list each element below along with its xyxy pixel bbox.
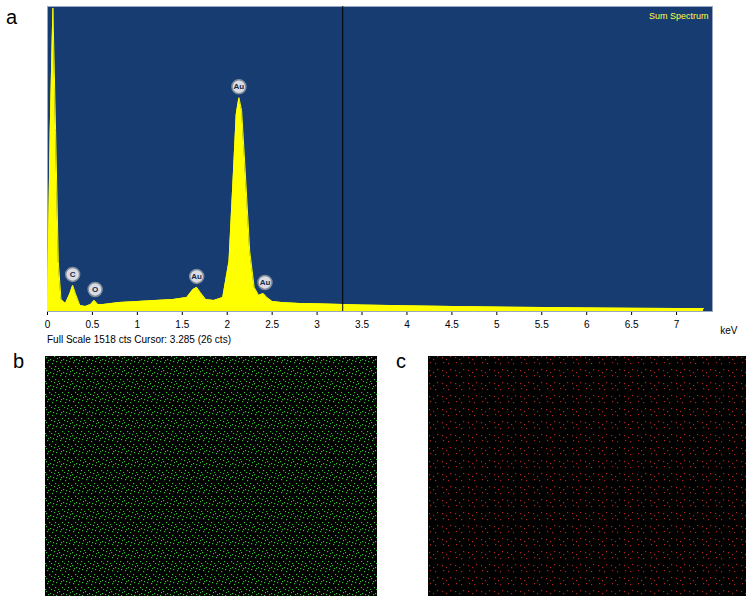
svg-text:1: 1: [135, 319, 141, 330]
html-text:a: a: [6, 6, 18, 28]
svg-text:C: C: [70, 270, 76, 279]
svg-text:3.5: 3.5: [355, 319, 369, 330]
svg-text:6: 6: [584, 319, 590, 330]
svg-text:6.5: 6.5: [625, 319, 639, 330]
html-text:Full Scale 1518 cts Cursor: 3.: Full Scale 1518 cts Cursor: 3.285 (26 ct…: [47, 334, 231, 345]
svg-text:0.5: 0.5: [85, 319, 99, 330]
svg-text:O: O: [92, 285, 98, 294]
svg-text:5: 5: [494, 319, 500, 330]
svg-text:4: 4: [404, 319, 410, 330]
svg-text:Au: Au: [234, 82, 245, 91]
svg-text:keV: keV: [720, 325, 738, 336]
html-text:b: b: [13, 350, 25, 372]
svg-text:1.5: 1.5: [175, 319, 189, 330]
svg-text:4.5: 4.5: [445, 319, 459, 330]
svg-text:7: 7: [674, 319, 680, 330]
svg-text:5.5: 5.5: [535, 319, 549, 330]
svg-text:2: 2: [224, 319, 230, 330]
html-text:c: c: [396, 350, 406, 372]
svg-text:Au: Au: [191, 272, 202, 281]
svg-text:0: 0: [45, 319, 51, 330]
svg-text:3: 3: [314, 319, 320, 330]
svg-text:Sum Spectrum: Sum Spectrum: [649, 11, 709, 21]
svg-text:2.5: 2.5: [265, 319, 279, 330]
svg-text:Au: Au: [260, 278, 271, 287]
